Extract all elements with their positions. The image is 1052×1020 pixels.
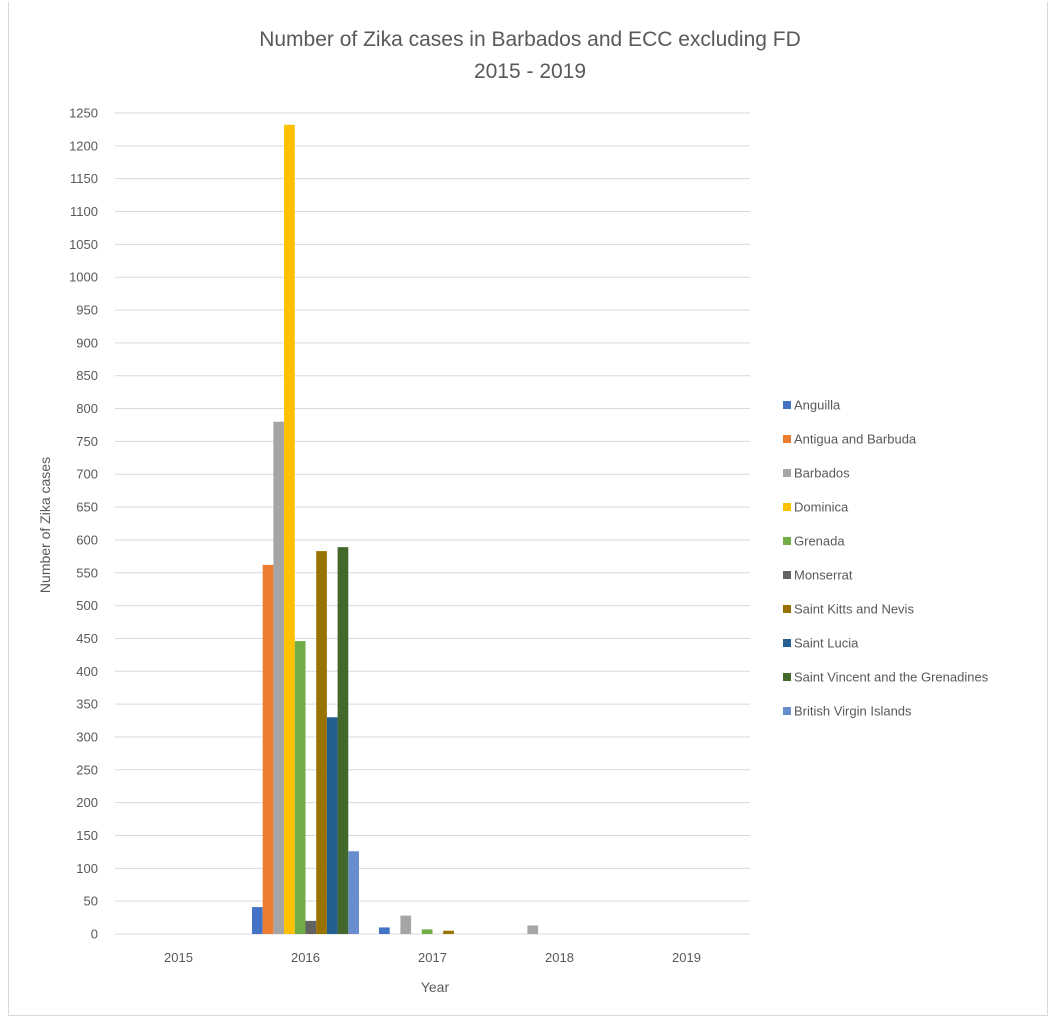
legend-swatch bbox=[783, 639, 791, 647]
y-tick-label: 100 bbox=[76, 861, 98, 876]
bar-grenada-2017 bbox=[421, 929, 433, 934]
chart-title: Number of Zika cases in Barbados and ECC… bbox=[259, 28, 801, 51]
y-tick-label: 850 bbox=[76, 368, 98, 383]
y-tick-label: 700 bbox=[76, 467, 98, 482]
legend-swatch bbox=[783, 571, 791, 579]
y-tick-label: 1000 bbox=[69, 270, 98, 285]
y-tick-label: 900 bbox=[76, 335, 98, 350]
bars bbox=[252, 124, 539, 935]
x-tick-label: 2017 bbox=[418, 950, 447, 965]
legend-label: British Virgin Islands bbox=[794, 704, 912, 719]
bar-barbados-2018 bbox=[527, 925, 539, 934]
y-tick-label: 400 bbox=[76, 664, 98, 679]
y-tick-label: 450 bbox=[76, 631, 98, 646]
bar-barbados-2017 bbox=[400, 915, 412, 934]
y-tick-label: 650 bbox=[76, 500, 98, 515]
legend-swatch bbox=[783, 707, 791, 715]
x-tick-label: 2019 bbox=[672, 950, 701, 965]
bar-saint-vincent-and-the-grenadines-2016 bbox=[337, 547, 349, 934]
y-tick-label: 550 bbox=[76, 565, 98, 580]
x-tick-label: 2016 bbox=[291, 950, 320, 965]
legend-swatch bbox=[783, 605, 791, 613]
bar-anguilla-2017 bbox=[379, 927, 390, 934]
legend-label: Saint Lucia bbox=[794, 636, 859, 651]
y-tick-label: 350 bbox=[76, 697, 98, 712]
legend-swatch bbox=[783, 401, 791, 409]
gridlines bbox=[115, 112, 750, 935]
x-axis-title: Year bbox=[421, 979, 450, 995]
y-tick-label: 1200 bbox=[69, 138, 98, 153]
bar-saint-kitts-and-nevis-2017 bbox=[443, 930, 454, 934]
bar-antigua-and-barbuda-2016 bbox=[262, 564, 274, 934]
x-tick-label: 2015 bbox=[164, 950, 193, 965]
y-tick-label: 1050 bbox=[69, 237, 98, 252]
y-axis-title: Number of Zika cases bbox=[37, 457, 53, 593]
y-tick-label: 250 bbox=[76, 762, 98, 777]
chart-frame bbox=[8, 2, 1048, 1016]
bar-saint-lucia-2016 bbox=[326, 717, 338, 934]
bar-barbados-2016 bbox=[273, 421, 285, 934]
y-axis-ticks: 0 50 100 150 200 250 300 350 400 450 500 550 600 650 7… bbox=[69, 106, 98, 942]
y-tick-label: 1250 bbox=[69, 106, 98, 121]
legend-swatch bbox=[783, 469, 791, 477]
legend-label: Grenada bbox=[794, 534, 845, 549]
legend-label: Saint Vincent and the Grenadines bbox=[794, 670, 989, 685]
y-tick-label: 150 bbox=[76, 828, 98, 843]
x-axis-ticks: 2015 2016 2017 2018 2019 bbox=[164, 950, 701, 965]
y-tick-label: 1100 bbox=[70, 204, 98, 219]
y-tick-label: 300 bbox=[76, 729, 98, 744]
legend-label: Dominica bbox=[794, 500, 849, 515]
bar-anguilla-2016 bbox=[252, 907, 263, 934]
y-tick-label: 50 bbox=[84, 894, 98, 909]
y-tick-label: 600 bbox=[76, 532, 98, 547]
legend-swatch bbox=[783, 435, 791, 443]
y-tick-label: 0 bbox=[91, 927, 98, 942]
bar-grenada-2016 bbox=[294, 641, 306, 934]
legend-swatch bbox=[783, 673, 791, 681]
y-tick-label: 800 bbox=[76, 401, 98, 416]
y-tick-label: 950 bbox=[76, 303, 98, 318]
legend-label: Barbados bbox=[794, 466, 850, 481]
chart-subtitle: 2015 - 2019 bbox=[474, 60, 586, 83]
bar-monserrat-2016 bbox=[305, 920, 317, 934]
bar-british-virgin-islands-2016 bbox=[348, 851, 359, 934]
y-tick-label: 750 bbox=[76, 434, 98, 449]
bar-saint-kitts-and-nevis-2016 bbox=[316, 551, 327, 934]
legend-swatch bbox=[783, 537, 791, 545]
y-tick-label: 500 bbox=[76, 598, 98, 613]
legend-label: Antigua and Barbuda bbox=[794, 432, 917, 447]
legend-label: Saint Kitts and Nevis bbox=[794, 602, 914, 617]
legend-label: Monserrat bbox=[794, 568, 853, 583]
bar-dominica-2016 bbox=[284, 124, 295, 935]
y-tick-label: 200 bbox=[76, 795, 98, 810]
legend: Anguilla Antigua and Barbuda Barbados Domin… bbox=[783, 398, 989, 719]
x-tick-label: 2018 bbox=[545, 950, 574, 965]
legend-label: Anguilla bbox=[794, 398, 841, 413]
legend-swatch bbox=[783, 503, 791, 511]
y-tick-label: 1150 bbox=[70, 171, 98, 186]
